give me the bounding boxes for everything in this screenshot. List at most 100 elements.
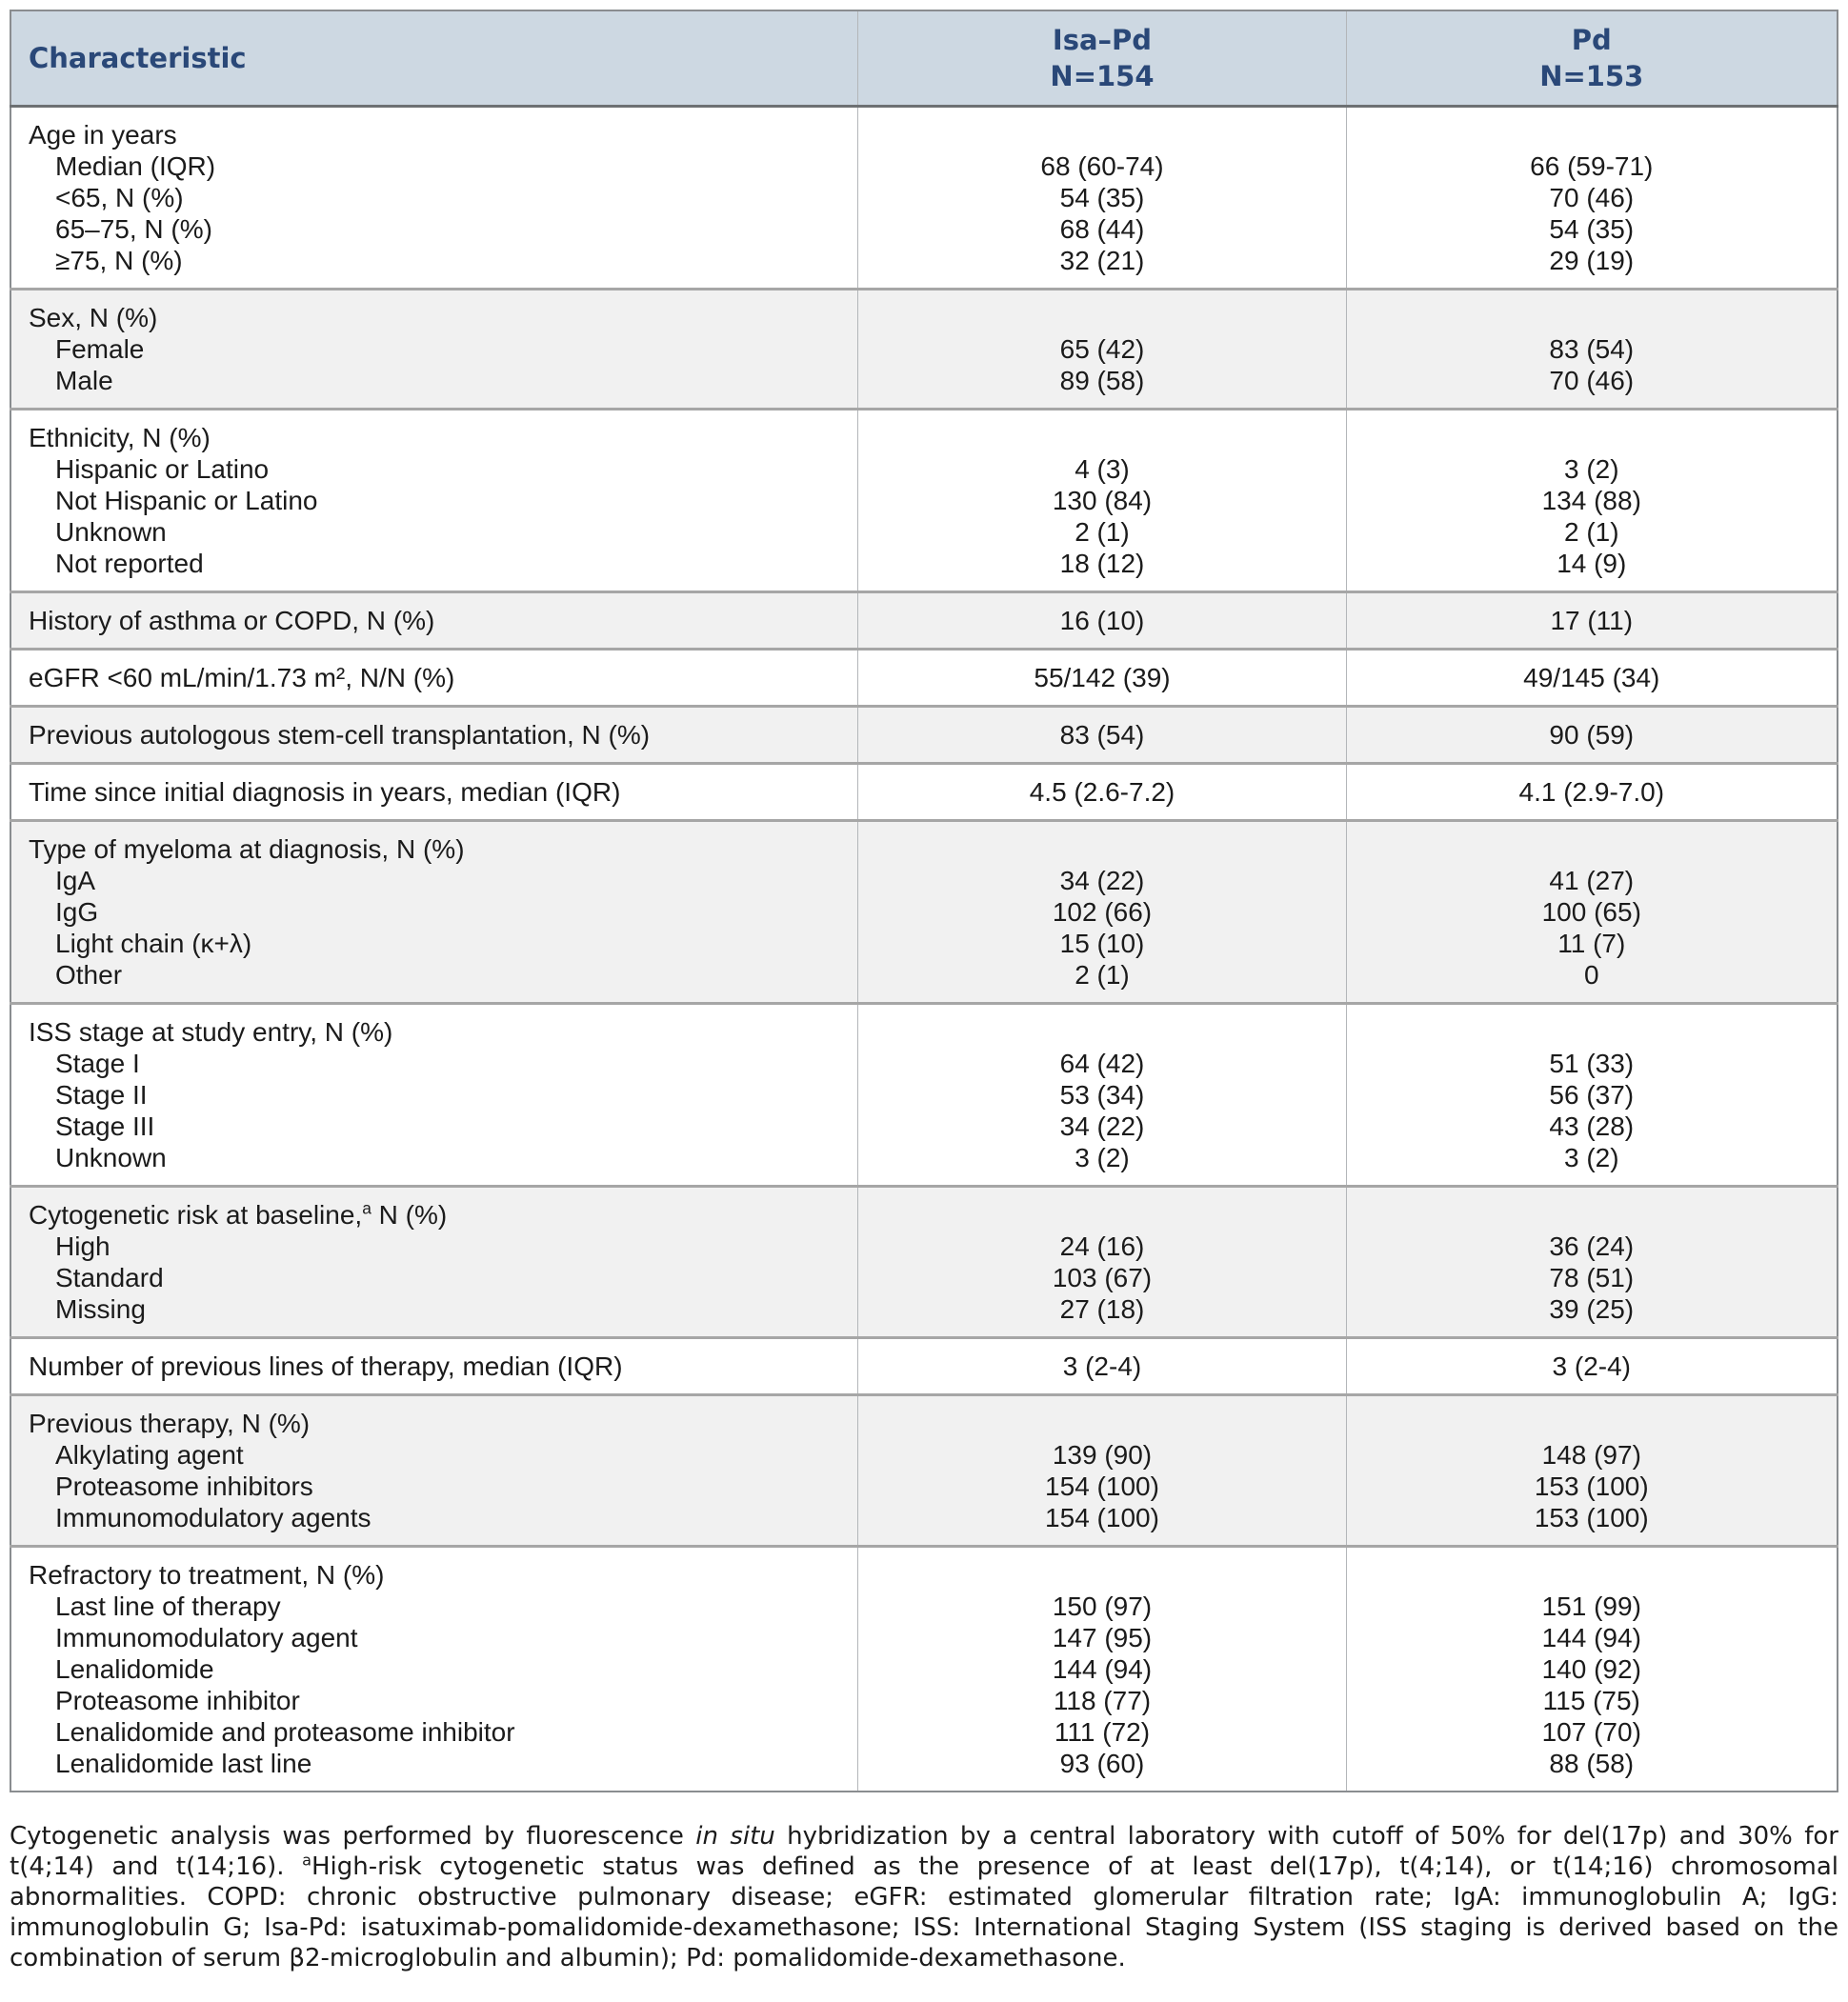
characteristic-label: eGFR <60 mL/min/1.73 m², N/N (%): [29, 663, 455, 692]
table-row: Proteasome inhibitor 118 (77) 115 (75): [10, 1685, 1838, 1716]
characteristic-sublabel: Lenalidomide: [55, 1654, 214, 1684]
table-row: Hispanic or Latino 4 (3) 3 (2): [10, 453, 1838, 485]
value-isa: 15 (10): [857, 928, 1347, 959]
table-row: IgA 34 (22) 41 (27): [10, 865, 1838, 896]
table-row: Last line of therapy 150 (97) 151 (99): [10, 1591, 1838, 1622]
footnote-marker-a: a: [302, 1851, 311, 1870]
table-row: Proteasome inhibitors 154 (100) 153 (100): [10, 1471, 1838, 1502]
characteristic-sublabel: Stage I: [55, 1049, 140, 1078]
table-row: Other 2 (1) 0: [10, 959, 1838, 1004]
table-row: Light chain (κ+λ) 15 (10) 11 (7): [10, 928, 1838, 959]
table-row: IgG 102 (66) 100 (65): [10, 896, 1838, 928]
table-row: Previous therapy, N (%): [10, 1394, 1838, 1439]
characteristic-sublabel: High: [55, 1231, 110, 1261]
value-pd: [1345, 409, 1838, 453]
characteristic-sublabel: Alkylating agent: [55, 1440, 244, 1470]
value-isa: 103 (67): [857, 1262, 1347, 1293]
characteristic-label: Age in years: [29, 120, 177, 150]
value-pd: 66 (59-71): [1345, 150, 1838, 182]
table-row: eGFR <60 mL/min/1.73 m², N/N (%) 55/142 (…: [10, 649, 1838, 707]
characteristic-label: Ethnicity, N (%): [29, 423, 211, 452]
table-row: Immunomodulatory agent 147 (95) 144 (94): [10, 1622, 1838, 1653]
value-isa: 130 (84): [857, 485, 1347, 516]
value-pd: [1345, 1394, 1838, 1439]
table-row: Immunomodulatory agents 154 (100) 153 (100…: [10, 1502, 1838, 1547]
characteristic-sublabel: Hispanic or Latino: [55, 454, 270, 484]
table-row: History of asthma or COPD, N (%) 16 (10) 1…: [10, 591, 1838, 650]
table-section: Sex, N (%) Female 65 (42) 83 (54) Male 89 (58…: [10, 289, 1838, 410]
value-pd: 41 (27): [1345, 865, 1838, 896]
value-pd: 14 (9): [1345, 548, 1838, 592]
table-row: Previous autologous stem-cell transplant…: [10, 706, 1838, 764]
table-row: Unknown 3 (2) 3 (2): [10, 1142, 1838, 1187]
value-pd: 36 (24): [1345, 1231, 1838, 1262]
value-isa: 34 (22): [857, 1111, 1347, 1142]
characteristic-label: ISS stage at study entry, N (%): [29, 1017, 393, 1047]
value-pd: 148 (97): [1345, 1439, 1838, 1471]
characteristic-sublabel: Male: [55, 366, 113, 395]
column-header-pd-label: Pd: [1571, 24, 1612, 56]
value-pd: [1345, 1546, 1838, 1591]
characteristic-label: Previous therapy, N (%): [29, 1409, 311, 1438]
value-isa: [857, 409, 1347, 453]
value-pd: 78 (51): [1345, 1262, 1838, 1293]
table-row: Male 89 (58) 70 (46): [10, 365, 1838, 410]
value-pd: 3 (2-4): [1345, 1337, 1838, 1395]
value-pd: 4.1 (2.9-7.0): [1345, 763, 1838, 821]
value-isa: 102 (66): [857, 896, 1347, 928]
value-isa: 4 (3): [857, 453, 1347, 485]
value-pd: 134 (88): [1345, 485, 1838, 516]
value-pd: 70 (46): [1345, 365, 1838, 410]
characteristic-sublabel: Median (IQR): [55, 151, 216, 181]
table-footnote: Cytogenetic analysis was performed by fl…: [10, 1821, 1838, 1973]
value-isa: 16 (10): [857, 591, 1347, 650]
value-pd: 90 (59): [1345, 706, 1838, 764]
value-isa: [857, 1186, 1347, 1231]
table-section: Ethnicity, N (%) Hispanic or Latino 4 (3) 3…: [10, 409, 1838, 592]
value-pd: 56 (37): [1345, 1079, 1838, 1111]
header-row: Characteristic Isa–Pd N=154 Pd N=153: [10, 10, 1838, 107]
table-row: Number of previous lines of therapy, med…: [10, 1337, 1838, 1395]
value-pd: [1345, 1003, 1838, 1048]
table-row: Cytogenetic risk at baseline,a N (%): [10, 1186, 1838, 1231]
value-isa: 83 (54): [857, 706, 1347, 764]
table-section: Time since initial diagnosis in years, m…: [10, 763, 1838, 821]
characteristic-sublabel: Not reported: [55, 549, 204, 578]
value-pd: 54 (35): [1345, 213, 1838, 245]
table-row: Type of myeloma at diagnosis, N (%): [10, 820, 1838, 865]
value-pd: 83 (54): [1345, 333, 1838, 365]
characteristic-label: History of asthma or COPD, N (%): [29, 606, 435, 635]
value-isa: 3 (2): [857, 1142, 1347, 1187]
characteristic-sublabel: Unknown: [55, 1143, 167, 1172]
value-pd: 100 (65): [1345, 896, 1838, 928]
value-isa: 18 (12): [857, 548, 1347, 592]
table-section: eGFR <60 mL/min/1.73 m², N/N (%) 55/142 (…: [10, 649, 1838, 707]
footnote-text-1: Cytogenetic analysis was performed by fl…: [10, 1822, 696, 1851]
value-isa: 93 (60): [857, 1748, 1347, 1792]
table-row: 65–75, N (%) 68 (44) 54 (35): [10, 213, 1838, 245]
table-row: Stage I 64 (42) 51 (33): [10, 1048, 1838, 1079]
value-isa: [857, 1546, 1347, 1591]
value-pd: 144 (94): [1345, 1622, 1838, 1653]
value-isa: 32 (21): [857, 245, 1347, 290]
characteristic-sublabel: ≥75, N (%): [55, 246, 183, 275]
table-row: Time since initial diagnosis in years, m…: [10, 763, 1838, 821]
value-isa: 4.5 (2.6-7.2): [857, 763, 1347, 821]
characteristic-label: Type of myeloma at diagnosis, N (%): [29, 834, 465, 864]
table-row: ≥75, N (%) 32 (21) 29 (19): [10, 245, 1838, 290]
table-row: Ethnicity, N (%): [10, 409, 1838, 453]
table-section: ISS stage at study entry, N (%) Stage I 64…: [10, 1003, 1838, 1187]
value-pd: 0: [1345, 959, 1838, 1004]
table-row: Median (IQR) 68 (60-74) 66 (59-71): [10, 150, 1838, 182]
value-isa: [857, 1003, 1347, 1048]
value-pd: 140 (92): [1345, 1653, 1838, 1685]
value-isa: 139 (90): [857, 1439, 1347, 1471]
characteristic-sublabel: Lenalidomide and proteasome inhibitor: [55, 1717, 515, 1747]
footnote-italic-in-situ: in situ: [695, 1822, 775, 1851]
characteristic-sublabel: Lenalidomide last line: [55, 1749, 312, 1778]
value-isa: 68 (60-74): [857, 150, 1347, 182]
value-isa: 54 (35): [857, 182, 1347, 213]
characteristic-label: Previous autologous stem-cell transplant…: [29, 720, 651, 750]
characteristic-sublabel: Female: [55, 334, 145, 364]
value-pd: 2 (1): [1345, 516, 1838, 548]
